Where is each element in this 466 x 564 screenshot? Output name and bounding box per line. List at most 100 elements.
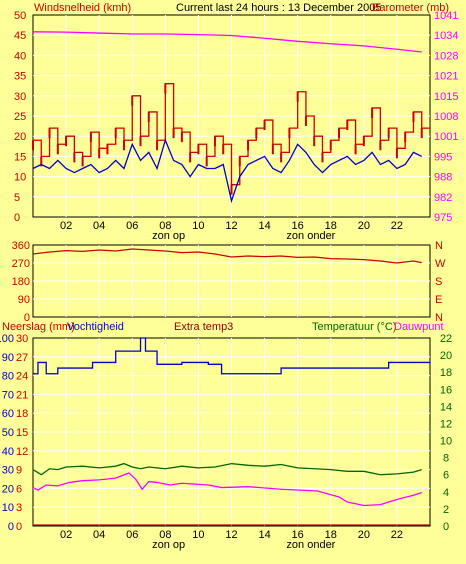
x-tick-label: 18 bbox=[325, 220, 337, 232]
dewpoint-line bbox=[32, 472, 422, 507]
sunrise-label: zon op bbox=[152, 539, 185, 551]
sunrise-label: zon op bbox=[152, 230, 185, 242]
y-tick-label: 1021 bbox=[434, 71, 458, 83]
compass-tick-label: E bbox=[435, 294, 442, 306]
humidity-line bbox=[33, 337, 430, 375]
y-tick-label: 100 bbox=[0, 333, 14, 345]
x-tick-label: 04 bbox=[93, 529, 105, 541]
x-tick-label: 22 bbox=[391, 220, 403, 232]
y-tick-label: 3 bbox=[16, 502, 22, 514]
x-tick-label: 08 bbox=[159, 220, 171, 232]
y-tick-label: 90 bbox=[2, 352, 14, 364]
x-tick-label: 10 bbox=[192, 529, 204, 541]
y-tick-label: 1001 bbox=[434, 131, 458, 143]
y-tick-label: 45 bbox=[14, 30, 26, 42]
x-tick-label: 22 bbox=[391, 529, 403, 541]
y-tick-label: 25 bbox=[14, 111, 26, 123]
y-tick-label: 70 bbox=[2, 389, 14, 401]
y-tick-label: 10 bbox=[440, 436, 452, 448]
y-tick-label: 30 bbox=[14, 91, 26, 103]
y-tick-label: 8 bbox=[443, 453, 449, 465]
compass-tick-label: S bbox=[435, 276, 442, 288]
temperatuur-label: Temperatuur (°C) bbox=[312, 321, 396, 333]
y-tick-label: 1015 bbox=[434, 91, 458, 103]
y-tick-label: 0 bbox=[443, 521, 449, 533]
x-tick-label: 16 bbox=[292, 529, 304, 541]
compass-tick-label: N bbox=[435, 240, 443, 252]
y-tick-label: 0 bbox=[14, 212, 20, 224]
y-tick-label: 16 bbox=[440, 384, 452, 396]
y-tick-label: 6 bbox=[443, 470, 449, 482]
x-tick-label: 02 bbox=[60, 529, 72, 541]
x-tick-label: 04 bbox=[93, 220, 105, 232]
x-tick-label: 06 bbox=[126, 220, 138, 232]
y-tick-label: 22 bbox=[440, 333, 452, 345]
panel-wind-barometer: 0510152025303540455097598298899510011008… bbox=[14, 10, 458, 242]
y-tick-label: 14 bbox=[440, 401, 452, 413]
y-tick-label: 15 bbox=[14, 151, 26, 163]
y-tick-label: 20 bbox=[14, 131, 26, 143]
y-tick-label: 30 bbox=[2, 465, 14, 477]
y-tick-label: 24 bbox=[16, 371, 28, 383]
x-tick-label: 18 bbox=[325, 529, 337, 541]
x-tick-label: 20 bbox=[358, 220, 370, 232]
wind-direction-line bbox=[32, 248, 422, 264]
temperature-line bbox=[32, 462, 422, 476]
x-tick-label: 14 bbox=[258, 220, 270, 232]
x-tick-label: 14 bbox=[258, 529, 270, 541]
y-tick-label: 80 bbox=[2, 371, 14, 383]
y-tick-label: 90 bbox=[18, 294, 30, 306]
y-tick-label: 180 bbox=[12, 276, 30, 288]
x-tick-label: 12 bbox=[225, 220, 237, 232]
barometer-label: Barometer (mb) bbox=[372, 2, 449, 14]
y-tick-label: 4 bbox=[443, 487, 449, 499]
extra-temp-label: Extra temp3 bbox=[174, 321, 233, 333]
y-tick-label: 10 bbox=[2, 502, 14, 514]
wind-average-line bbox=[32, 138, 423, 204]
y-tick-label: 40 bbox=[2, 446, 14, 458]
compass-tick-label: W bbox=[435, 258, 446, 270]
y-tick-label: 20 bbox=[440, 350, 452, 362]
y-tick-label: 360 bbox=[12, 240, 30, 252]
x-tick-label: 08 bbox=[159, 529, 171, 541]
y-tick-label: 988 bbox=[434, 172, 452, 184]
y-tick-label: 1034 bbox=[434, 30, 458, 42]
y-tick-label: 5 bbox=[14, 192, 20, 204]
x-tick-label: 06 bbox=[126, 529, 138, 541]
panel-humidity-temperature: 0102030405060708090100036912151821242730… bbox=[0, 333, 452, 551]
chart-title: Current last 24 hours : 13 December 2005 bbox=[176, 2, 381, 14]
y-tick-label: 15 bbox=[16, 427, 28, 439]
y-tick-label: 1041 bbox=[434, 10, 458, 22]
y-tick-label: 0 bbox=[16, 521, 22, 533]
y-tick-label: 35 bbox=[14, 71, 26, 83]
y-tick-label: 50 bbox=[2, 427, 14, 439]
y-tick-label: 60 bbox=[2, 408, 14, 420]
neerslag-label: Neerslag (mm) bbox=[2, 321, 75, 333]
y-tick-label: 12 bbox=[440, 418, 452, 430]
y-tick-label: 9 bbox=[16, 465, 22, 477]
y-tick-label: 270 bbox=[12, 258, 30, 270]
compass-tick-label: N bbox=[435, 312, 443, 324]
y-tick-label: 10 bbox=[14, 172, 26, 184]
x-tick-label: 12 bbox=[225, 529, 237, 541]
x-tick-label: 10 bbox=[192, 220, 204, 232]
y-tick-label: 27 bbox=[16, 352, 28, 364]
y-tick-label: 50 bbox=[14, 10, 26, 22]
vochtigheid-label: Vochtigheid bbox=[67, 321, 124, 333]
y-tick-label: 2 bbox=[443, 504, 449, 516]
y-tick-label: 0 bbox=[8, 521, 14, 533]
y-tick-label: 995 bbox=[434, 151, 452, 163]
y-tick-label: 18 bbox=[16, 408, 28, 420]
y-tick-label: 18 bbox=[440, 367, 452, 379]
y-tick-label: 12 bbox=[16, 446, 28, 458]
y-tick-label: 40 bbox=[14, 50, 26, 62]
x-tick-label: 20 bbox=[358, 529, 370, 541]
sunset-label: zon onder bbox=[286, 230, 335, 242]
y-tick-label: 30 bbox=[16, 333, 28, 345]
y-tick-label: 20 bbox=[2, 483, 14, 495]
y-tick-label: 1028 bbox=[434, 50, 458, 62]
